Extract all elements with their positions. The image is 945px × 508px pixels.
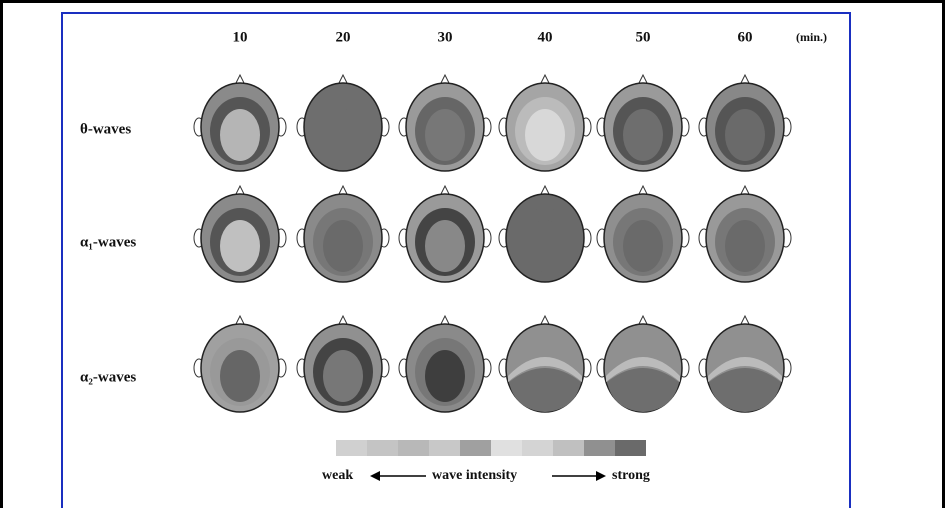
region: [525, 109, 565, 161]
legend-swatch: [615, 440, 646, 456]
unit-label: (min.): [796, 30, 827, 44]
region: [425, 109, 465, 161]
head-map: [698, 184, 792, 283]
head-map: [398, 314, 492, 413]
row-label: α₁-waves: [80, 234, 136, 250]
legend-swatch: [460, 440, 491, 456]
region: [425, 350, 465, 402]
region: [606, 357, 680, 382]
region: [623, 109, 663, 161]
column-label: 20: [336, 29, 351, 45]
head-map: [398, 184, 492, 283]
head-map: [698, 314, 792, 413]
legend-swatch: [336, 440, 367, 456]
legend-swatch: [398, 440, 429, 456]
region: [220, 350, 260, 402]
head-map: [596, 184, 690, 283]
region: [725, 109, 765, 161]
legend-strong: strong: [612, 468, 650, 483]
legend-swatch: [584, 440, 615, 456]
inner-frame: [61, 12, 851, 508]
region: [623, 220, 663, 272]
column-label: 50: [636, 29, 651, 45]
column-label: 60: [738, 29, 753, 45]
head-map: [498, 184, 592, 283]
column-label: 10: [233, 29, 248, 45]
legend: weak wave intensity strong: [322, 440, 650, 483]
head-map: [296, 184, 390, 283]
region: [509, 368, 581, 412]
row-label: θ-waves: [80, 121, 131, 137]
legend-swatch: [429, 440, 460, 456]
head-map: [398, 73, 492, 172]
region: [725, 220, 765, 272]
region: [709, 368, 781, 412]
arrow-head: [596, 471, 606, 481]
head-map: [193, 73, 287, 172]
column-label: 30: [438, 29, 453, 45]
legend-swatch: [367, 440, 398, 456]
region: [708, 357, 782, 382]
legend-swatch: [553, 440, 584, 456]
head-map: [296, 73, 390, 172]
region: [323, 350, 363, 402]
region: [607, 368, 679, 412]
labels: (min.) θ-waves α₁-waves α₂-waves 10 20 30 4…: [80, 29, 827, 385]
arrow-head: [370, 471, 380, 481]
legend-middle: wave intensity: [432, 468, 517, 483]
head-map: [498, 73, 592, 172]
region: [425, 220, 465, 272]
head-map: [296, 314, 390, 413]
column-label: 40: [538, 29, 553, 45]
head-map: [698, 73, 792, 172]
head-map: [596, 73, 690, 172]
head-map: [193, 184, 287, 283]
region: [323, 220, 363, 272]
legend-swatch: [522, 440, 553, 456]
legend-weak: weak: [322, 468, 353, 483]
region: [220, 109, 260, 161]
region: [525, 220, 565, 272]
legend-swatch: [491, 440, 522, 456]
head-maps: [193, 73, 792, 413]
region: [323, 109, 363, 161]
head-map: [193, 314, 287, 413]
head-map: [498, 314, 592, 413]
region: [220, 220, 260, 272]
row-label: α₂-waves: [80, 369, 136, 385]
head-map: [596, 314, 690, 413]
region: [508, 357, 582, 382]
legend-bar: [336, 440, 646, 456]
